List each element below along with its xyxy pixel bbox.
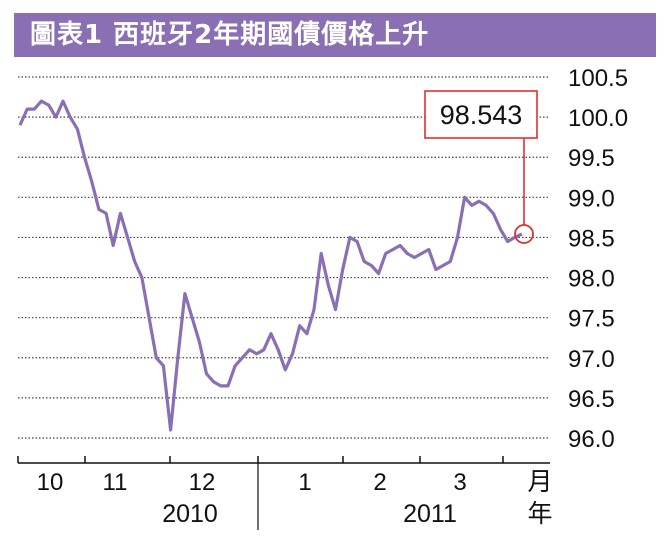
y-tick-label: 97.5 [568,306,615,333]
x-tick-label: 11 [103,469,128,496]
y-tick-label: 96.5 [568,386,615,413]
x-tick-label: 3 [453,469,466,496]
x-tick-label: 1 [298,469,311,496]
year-label: 2010 [162,500,218,528]
x-tick-label: 2 [373,469,386,496]
y-tick-label: 100.5 [568,65,628,92]
series-line [18,99,523,432]
y-tick-label: 99.5 [568,145,615,172]
y-tick-label: 100.0 [568,105,628,132]
callout-box [424,90,538,139]
title-bar [14,13,656,57]
x-tick-label: 10 [37,469,64,496]
callout-circle [514,224,534,244]
y-tick-label: 98.0 [568,266,615,293]
x-unit-label: 月 [527,467,552,496]
callout-value: 98.543 [440,100,523,130]
year-unit-label: 年 [527,499,552,528]
x-tick-label: 12 [189,469,216,496]
year-label: 2011 [403,500,457,528]
y-tick-label: 98.5 [568,225,615,252]
y-tick-label: 97.0 [568,346,615,373]
chart-title: 圖表1 西班牙2年期國債價格上升 [30,20,430,50]
y-tick-label: 99.0 [568,185,615,212]
y-tick-label: 96.0 [568,426,615,453]
